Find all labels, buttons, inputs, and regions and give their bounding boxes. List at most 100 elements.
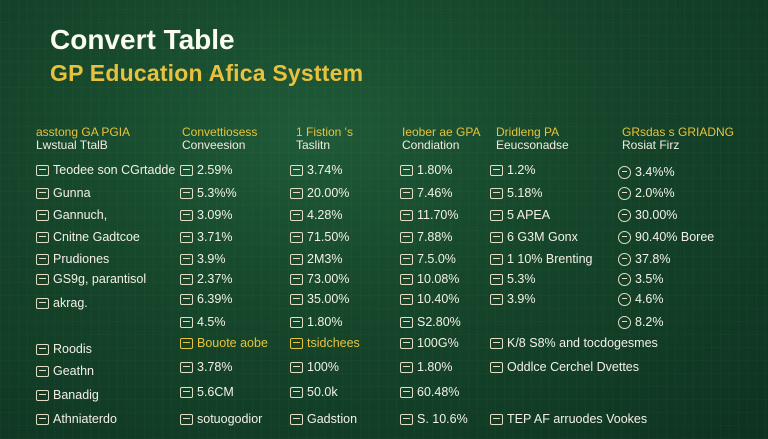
table-cell: 2.37% xyxy=(180,272,232,286)
row-icon xyxy=(400,164,413,176)
table-cell: Bouote aobe xyxy=(180,336,268,350)
cell-value: 4.5% xyxy=(197,315,226,329)
table-cell: 5.3% xyxy=(490,272,536,286)
cell-value: Bouote aobe xyxy=(197,336,268,350)
table-cell: 35.00% xyxy=(290,292,349,306)
table-cell: akrag. xyxy=(36,296,88,310)
cell-value: 5.3% xyxy=(507,272,536,286)
row-icon xyxy=(36,273,49,285)
table-cell: K/8 S8% and tocdogesmes xyxy=(490,336,658,350)
cell-value: GS9g, parantisol xyxy=(53,272,147,286)
cell-value: Roodis xyxy=(53,342,92,356)
row-icon xyxy=(400,361,413,373)
table-cell: Athniaterdo xyxy=(36,412,117,426)
table-cell: 3.5% xyxy=(618,272,664,286)
row-icon xyxy=(180,361,193,373)
row-icon xyxy=(290,361,303,373)
row-icon xyxy=(36,253,49,265)
cell-value: 3.09% xyxy=(197,208,233,222)
table-cell: 90.40% Boree xyxy=(618,230,714,244)
row-icon xyxy=(490,413,503,425)
column-header-line2: Eeucsonadse xyxy=(496,138,569,152)
column-header: Dridleng PA Eeucsonadse xyxy=(496,126,569,152)
cell-value: 5.18% xyxy=(507,186,543,200)
table-cell: 4.6% xyxy=(618,292,664,306)
row-icon xyxy=(180,413,193,425)
row-icon xyxy=(618,208,631,222)
cell-value: Teodee son CGrtadde xyxy=(53,163,176,177)
cell-value: 3.78% xyxy=(197,360,233,374)
cell-value: 3.4%% xyxy=(635,165,675,179)
table-cell: S. 10.6% xyxy=(400,412,468,426)
table-cell: sotuogodior xyxy=(180,412,262,426)
table-cell: 100% xyxy=(290,360,339,374)
row-icon xyxy=(290,253,303,265)
cell-value: 35.00% xyxy=(307,292,350,306)
table-cell: 5.3%% xyxy=(180,186,237,200)
cell-value: 2.59% xyxy=(197,163,233,177)
cell-value: Gannuch, xyxy=(53,208,108,222)
cell-value: 10.08% xyxy=(417,272,460,286)
table-cell: 3.71% xyxy=(180,230,232,244)
row-icon xyxy=(180,231,193,243)
row-icon xyxy=(618,230,631,244)
column-header: Convettiosess Conveesion xyxy=(182,126,257,152)
row-icon xyxy=(400,273,413,285)
row-icon xyxy=(490,337,503,349)
cell-value: 1.80% xyxy=(417,360,453,374)
row-icon xyxy=(36,231,49,243)
row-icon xyxy=(618,252,631,266)
cell-value: 90.40% Boree xyxy=(635,230,715,244)
column-header-line1: Dridleng PA xyxy=(496,125,560,139)
table-cell: 3.09% xyxy=(180,208,232,222)
cell-value: 7.5.0% xyxy=(417,252,456,266)
cell-value: 73.00% xyxy=(307,272,350,286)
row-icon xyxy=(490,187,503,199)
table-cell: 3.9% xyxy=(490,292,536,306)
cell-value: 20.00% xyxy=(307,186,350,200)
row-icon xyxy=(180,386,193,398)
table-cell: 5.18% xyxy=(490,186,542,200)
row-icon xyxy=(180,164,193,176)
row-icon xyxy=(180,337,193,349)
row-icon xyxy=(400,187,413,199)
cell-value: 1.2% xyxy=(507,163,536,177)
table-cell: GS9g, parantisol xyxy=(36,272,146,286)
column-header-line2: Lwstual TtalB xyxy=(36,138,108,152)
cell-value: Oddlce Cerchel Dvettes xyxy=(507,360,640,374)
column-header-line1: GRsdas s GRIADNG xyxy=(622,125,735,139)
table-cell: 3.74% xyxy=(290,163,342,177)
cell-value: 3.5% xyxy=(635,272,664,286)
row-icon xyxy=(400,253,413,265)
cell-value: 2.37% xyxy=(197,272,233,286)
table-cell: Prudiones xyxy=(36,252,109,266)
table-cell: 20.00% xyxy=(290,186,349,200)
row-icon xyxy=(290,293,303,305)
table-cell: Geathn xyxy=(36,364,94,378)
table-cell: Gadstion xyxy=(290,412,357,426)
table-cell: 1.80% xyxy=(400,360,452,374)
table-cell: 5 APEA xyxy=(490,208,550,222)
cell-value: S. 10.6% xyxy=(417,412,468,426)
column-header-line1: asstong GA PGIA xyxy=(36,125,131,139)
table-cell: 1.80% xyxy=(400,163,452,177)
column-header-line2: Conveesion xyxy=(182,138,246,152)
cell-value: 100G% xyxy=(417,336,459,350)
table-cell: 1.80% xyxy=(290,315,342,329)
row-icon xyxy=(180,253,193,265)
row-icon xyxy=(490,231,503,243)
table-cell: 3.9% xyxy=(180,252,226,266)
cell-value: 3.74% xyxy=(307,163,343,177)
table-cell: 2.59% xyxy=(180,163,232,177)
cell-value: TEP AF arruodes Vookes xyxy=(507,412,648,426)
column-header-line2: Taslitn xyxy=(296,138,331,152)
row-icon xyxy=(180,187,193,199)
table-cell: 100G% xyxy=(400,336,459,350)
table-cell: 71.50% xyxy=(290,230,349,244)
row-icon xyxy=(290,337,303,349)
table-cell: 2M3% xyxy=(290,252,342,266)
row-icon xyxy=(490,209,503,221)
column-header: Ieober ae GPA Condiation xyxy=(402,126,481,152)
row-icon xyxy=(180,273,193,285)
column-header: 1 Fistion 's Taslitn xyxy=(296,126,353,152)
